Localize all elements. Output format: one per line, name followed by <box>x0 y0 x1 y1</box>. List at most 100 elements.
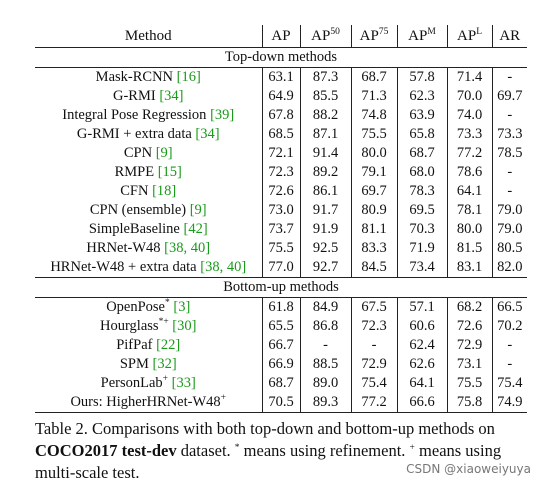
value-cell: 72.9 <box>350 355 397 374</box>
table-row: PifPaf [22] 66.7- -62.4 72.9- <box>35 336 527 355</box>
value-cell: 64.1 <box>446 182 492 201</box>
column-superscript: 75 <box>378 27 389 37</box>
method-cell: RMPE [15] <box>35 163 262 182</box>
value-cell: 73.3 <box>446 125 492 144</box>
value-cell: 68.2 <box>446 297 492 317</box>
method-superscript: + <box>162 374 169 384</box>
table-row: G-RMI [34] 64.9 85.5 71.3 62.3 70.0 69.7 <box>35 87 527 106</box>
value-cell: 89.0 <box>299 374 351 393</box>
value-cell: 61.8 <box>261 297 300 317</box>
value-cell: 71.9 <box>396 239 447 258</box>
method-cell: G-RMI [34] <box>35 87 262 106</box>
value-cell: 71.4 <box>446 67 492 87</box>
table-row: SimpleBaseline [42] 73.7 91.9 81.1 70.3 80.0 7… <box>35 220 527 239</box>
value-cell: 92.7 <box>299 258 351 278</box>
method-cell: Mask-RCNN [16] <box>35 68 262 88</box>
value-cell: 80.9 <box>350 201 397 220</box>
column-header: APM <box>396 25 447 48</box>
value-cell: 72.9 <box>446 336 492 355</box>
value-cell: 68.7 <box>261 374 300 393</box>
citation: [22] <box>156 337 181 353</box>
value-cell: 68.5 <box>261 125 300 144</box>
value-cell: 91.4 <box>299 144 351 163</box>
value-cell: 63.9 <box>396 106 447 125</box>
value-cell: 77.2 <box>446 144 492 163</box>
value-cell: 74.0 <box>446 106 492 125</box>
value-cell: 84.9 <box>299 297 351 317</box>
value-cell: - <box>491 106 527 125</box>
value-cell: - <box>491 336 527 355</box>
value-cell: 66.7 <box>261 336 300 355</box>
table-row: HRNet-W48 + extra data [38, 40] 77.0 92.7 8… <box>35 258 527 278</box>
column-title: AP <box>359 28 379 44</box>
section-row: Bottom-up methods <box>35 277 527 298</box>
column-title: AP <box>271 28 291 44</box>
table-row: SPM [32] 66.9 88.5 72.9 62.6 73.1- <box>35 355 527 374</box>
value-cell: 84.5 <box>350 258 397 278</box>
value-cell: 72.3 <box>350 317 397 336</box>
column-header: AP <box>261 25 300 48</box>
value-cell: 77.2 <box>350 393 397 413</box>
method-cell: PersonLab+ [33] <box>35 374 262 393</box>
value-cell: 69.7 <box>350 182 397 201</box>
table-row: Integral Pose Regression [39] 67.8 88.2 74.… <box>35 106 527 125</box>
table-row: G-RMI + extra data [34] 68.5 87.1 75.5 65.8 7… <box>35 125 527 144</box>
table-row: OpenPose* [3] 61.8 84.9 67.5 57.1 68.2 66.5 <box>35 297 527 317</box>
value-cell: 79.0 <box>491 201 527 220</box>
value-cell: 57.8 <box>396 67 447 87</box>
method-cell: Hourglass*+ [30] <box>35 317 262 336</box>
caption-superscript: * <box>234 443 240 453</box>
value-cell: 77.0 <box>261 258 300 278</box>
value-cell: 89.3 <box>299 393 351 413</box>
value-cell: 79.0 <box>491 220 527 239</box>
value-cell: 75.5 <box>446 374 492 393</box>
value-cell: 78.3 <box>396 182 447 201</box>
value-cell: 89.2 <box>299 163 351 182</box>
citation: [9] <box>155 145 173 161</box>
method-cell: CPN [9] <box>35 144 262 163</box>
table-row: PersonLab+ [33] 68.7 89.0 75.4 64.1 75.5 75.4 <box>35 374 527 393</box>
table-row: RMPE [15] 72.3 89.2 79.1 68.0 78.6- <box>35 163 527 182</box>
value-cell: 78.1 <box>446 201 492 220</box>
value-cell: 88.5 <box>299 355 351 374</box>
method-name: Mask-RCNN <box>95 69 174 85</box>
value-cell: 67.8 <box>261 106 300 125</box>
value-cell: 87.1 <box>299 125 351 144</box>
caption: Table 2. Comparisons with both top-down … <box>35 418 515 484</box>
table-row: CFN [18] 72.6 86.1 69.7 78.3 64.1- <box>35 182 527 201</box>
citation: [9] <box>189 202 207 218</box>
caption-text: dataset. <box>176 441 235 460</box>
value-cell: 91.9 <box>299 220 351 239</box>
citation: [39] <box>210 107 235 123</box>
column-header: Method <box>35 25 262 48</box>
citation: [42] <box>183 221 208 237</box>
value-cell: 70.2 <box>491 317 527 336</box>
section-title: Bottom-up methods <box>35 277 527 298</box>
citation: [16] <box>176 69 201 85</box>
method-name: CPN <box>123 145 153 161</box>
value-cell: 70.3 <box>396 220 447 239</box>
method-cell: HRNet-W48 + extra data [38, 40] <box>35 258 262 278</box>
table-row: HRNet-W48 [38, 40] 75.5 92.5 83.3 71.9 81.5 80… <box>35 239 527 258</box>
value-cell: 75.5 <box>350 125 397 144</box>
citation: [3] <box>173 299 191 315</box>
method-name: CFN <box>120 183 149 199</box>
caption-bold: COCO2017 test-dev <box>35 441 177 460</box>
value-cell: 81.1 <box>350 220 397 239</box>
value-cell: 60.6 <box>396 317 447 336</box>
method-name: G-RMI + extra data <box>76 126 192 142</box>
column-header: AP75 <box>350 25 397 48</box>
method-cell: Ours: HigherHRNet-W48+ <box>35 393 262 413</box>
value-cell: 82.0 <box>491 258 527 278</box>
value-cell: 73.7 <box>261 220 300 239</box>
value-cell: 66.9 <box>261 355 300 374</box>
value-cell: 66.6 <box>396 393 447 413</box>
column-superscript: M <box>427 27 436 37</box>
citation: [34] <box>159 88 184 104</box>
value-cell: - <box>491 182 527 201</box>
method-cell: CFN [18] <box>35 182 262 201</box>
method-name: Ours: HigherHRNet-W48 <box>70 394 221 410</box>
value-cell: 72.6 <box>446 317 492 336</box>
method-cell: CPN (ensemble) [9] <box>35 201 262 220</box>
method-name: RMPE <box>114 164 155 180</box>
